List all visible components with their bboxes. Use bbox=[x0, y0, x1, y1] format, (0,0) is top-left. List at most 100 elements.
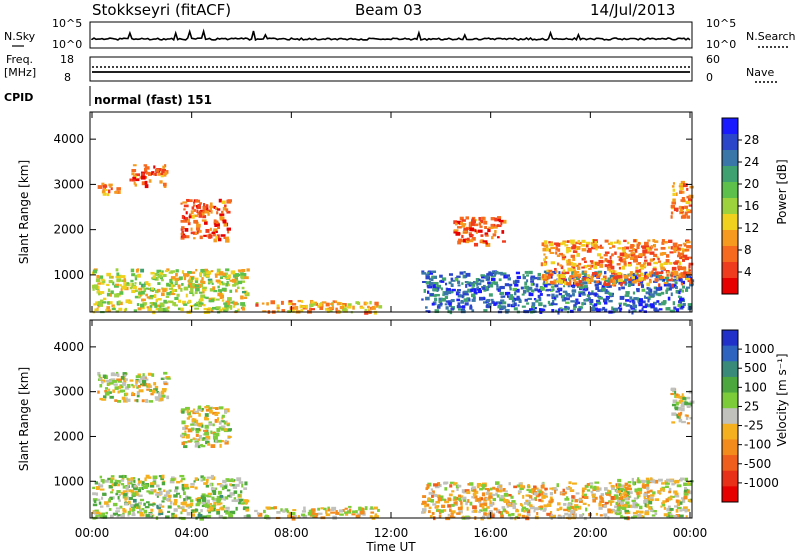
range-cell bbox=[599, 263, 604, 268]
range-cell bbox=[220, 425, 226, 429]
range-cell bbox=[287, 514, 292, 518]
range-cell bbox=[102, 279, 106, 283]
range-cell bbox=[179, 495, 182, 499]
range-cell bbox=[374, 513, 378, 516]
range-cell bbox=[170, 270, 176, 273]
range-cell bbox=[666, 279, 669, 283]
y-tick-label: 4000 bbox=[53, 132, 84, 146]
range-cell bbox=[542, 484, 545, 489]
colorbar-tick-label: 100 bbox=[744, 380, 767, 394]
range-cell bbox=[131, 273, 136, 277]
range-cell bbox=[152, 477, 157, 481]
range-cell bbox=[685, 288, 689, 292]
range-cell bbox=[472, 505, 477, 510]
range-cell bbox=[187, 506, 191, 509]
range-cell bbox=[215, 432, 220, 437]
range-cell bbox=[181, 506, 185, 509]
range-cell bbox=[100, 496, 104, 500]
range-cell bbox=[685, 239, 690, 243]
range-cell bbox=[286, 510, 289, 514]
range-cell bbox=[679, 255, 683, 260]
range-cell bbox=[534, 307, 537, 310]
range-cell bbox=[106, 283, 110, 287]
range-cell bbox=[163, 489, 166, 492]
range-cell bbox=[101, 182, 105, 186]
range-cell bbox=[633, 258, 638, 262]
range-cell bbox=[99, 299, 104, 302]
range-cell bbox=[456, 275, 461, 278]
range-cell bbox=[126, 477, 129, 480]
range-cell bbox=[218, 421, 222, 425]
range-cell bbox=[139, 508, 143, 513]
velocity-colorbar-label: Velocity [m s⁻¹] bbox=[775, 353, 789, 446]
range-cell bbox=[616, 503, 622, 507]
range-cell bbox=[102, 515, 108, 519]
range-cell bbox=[647, 239, 651, 242]
range-cell bbox=[196, 422, 202, 427]
range-cell bbox=[100, 281, 105, 285]
range-cell bbox=[150, 489, 154, 492]
range-cell bbox=[371, 307, 376, 310]
range-cell bbox=[656, 256, 659, 259]
range-cell bbox=[646, 247, 650, 251]
range-cell bbox=[264, 514, 270, 518]
range-cell bbox=[245, 508, 250, 512]
range-cell bbox=[457, 506, 463, 511]
range-cell bbox=[184, 425, 189, 428]
range-cell bbox=[218, 426, 222, 430]
range-cell bbox=[430, 488, 434, 491]
range-cell bbox=[607, 268, 611, 271]
range-cell bbox=[290, 511, 296, 516]
range-cell bbox=[432, 301, 437, 306]
range-cell bbox=[100, 278, 105, 281]
range-cell bbox=[496, 284, 499, 288]
range-cell bbox=[204, 494, 209, 497]
range-cell bbox=[595, 488, 600, 492]
range-cell bbox=[186, 273, 189, 278]
range-cell bbox=[444, 282, 448, 286]
range-cell bbox=[572, 268, 576, 272]
range-cell bbox=[629, 271, 633, 275]
range-cell bbox=[105, 309, 108, 313]
range-cell bbox=[432, 503, 437, 506]
range-cell bbox=[674, 286, 678, 289]
range-cell bbox=[618, 302, 623, 305]
range-cell bbox=[152, 475, 158, 480]
range-cell bbox=[530, 283, 534, 286]
range-cell bbox=[473, 223, 479, 227]
range-cell bbox=[544, 495, 548, 498]
range-cell bbox=[604, 308, 608, 313]
range-cell bbox=[119, 389, 124, 393]
range-cell bbox=[180, 501, 186, 505]
range-cell bbox=[566, 249, 572, 253]
range-cell bbox=[480, 234, 484, 237]
range-cell bbox=[227, 435, 232, 439]
range-cell bbox=[533, 487, 536, 491]
range-cell bbox=[486, 273, 489, 276]
range-cell bbox=[543, 277, 547, 281]
range-cell bbox=[585, 298, 588, 302]
range-cell bbox=[499, 486, 503, 490]
range-cell bbox=[613, 307, 619, 312]
range-cell bbox=[114, 283, 120, 286]
range-cell bbox=[480, 274, 486, 277]
range-cell bbox=[205, 210, 210, 214]
range-cell bbox=[575, 276, 580, 281]
range-cell bbox=[196, 209, 199, 214]
range-cell bbox=[679, 514, 684, 518]
range-cell bbox=[190, 485, 195, 488]
range-cell bbox=[163, 382, 168, 385]
colorbar-swatch bbox=[722, 214, 738, 231]
range-cell bbox=[469, 304, 473, 308]
range-cell bbox=[197, 408, 202, 412]
range-cell bbox=[96, 285, 100, 290]
range-cell bbox=[95, 492, 99, 496]
range-cell bbox=[659, 252, 664, 256]
range-cell bbox=[221, 200, 226, 204]
range-cell bbox=[624, 496, 629, 501]
range-cell bbox=[378, 305, 383, 309]
range-cell bbox=[660, 291, 665, 295]
range-cell bbox=[234, 310, 239, 313]
range-cell bbox=[141, 486, 144, 490]
range-cell bbox=[575, 271, 580, 274]
